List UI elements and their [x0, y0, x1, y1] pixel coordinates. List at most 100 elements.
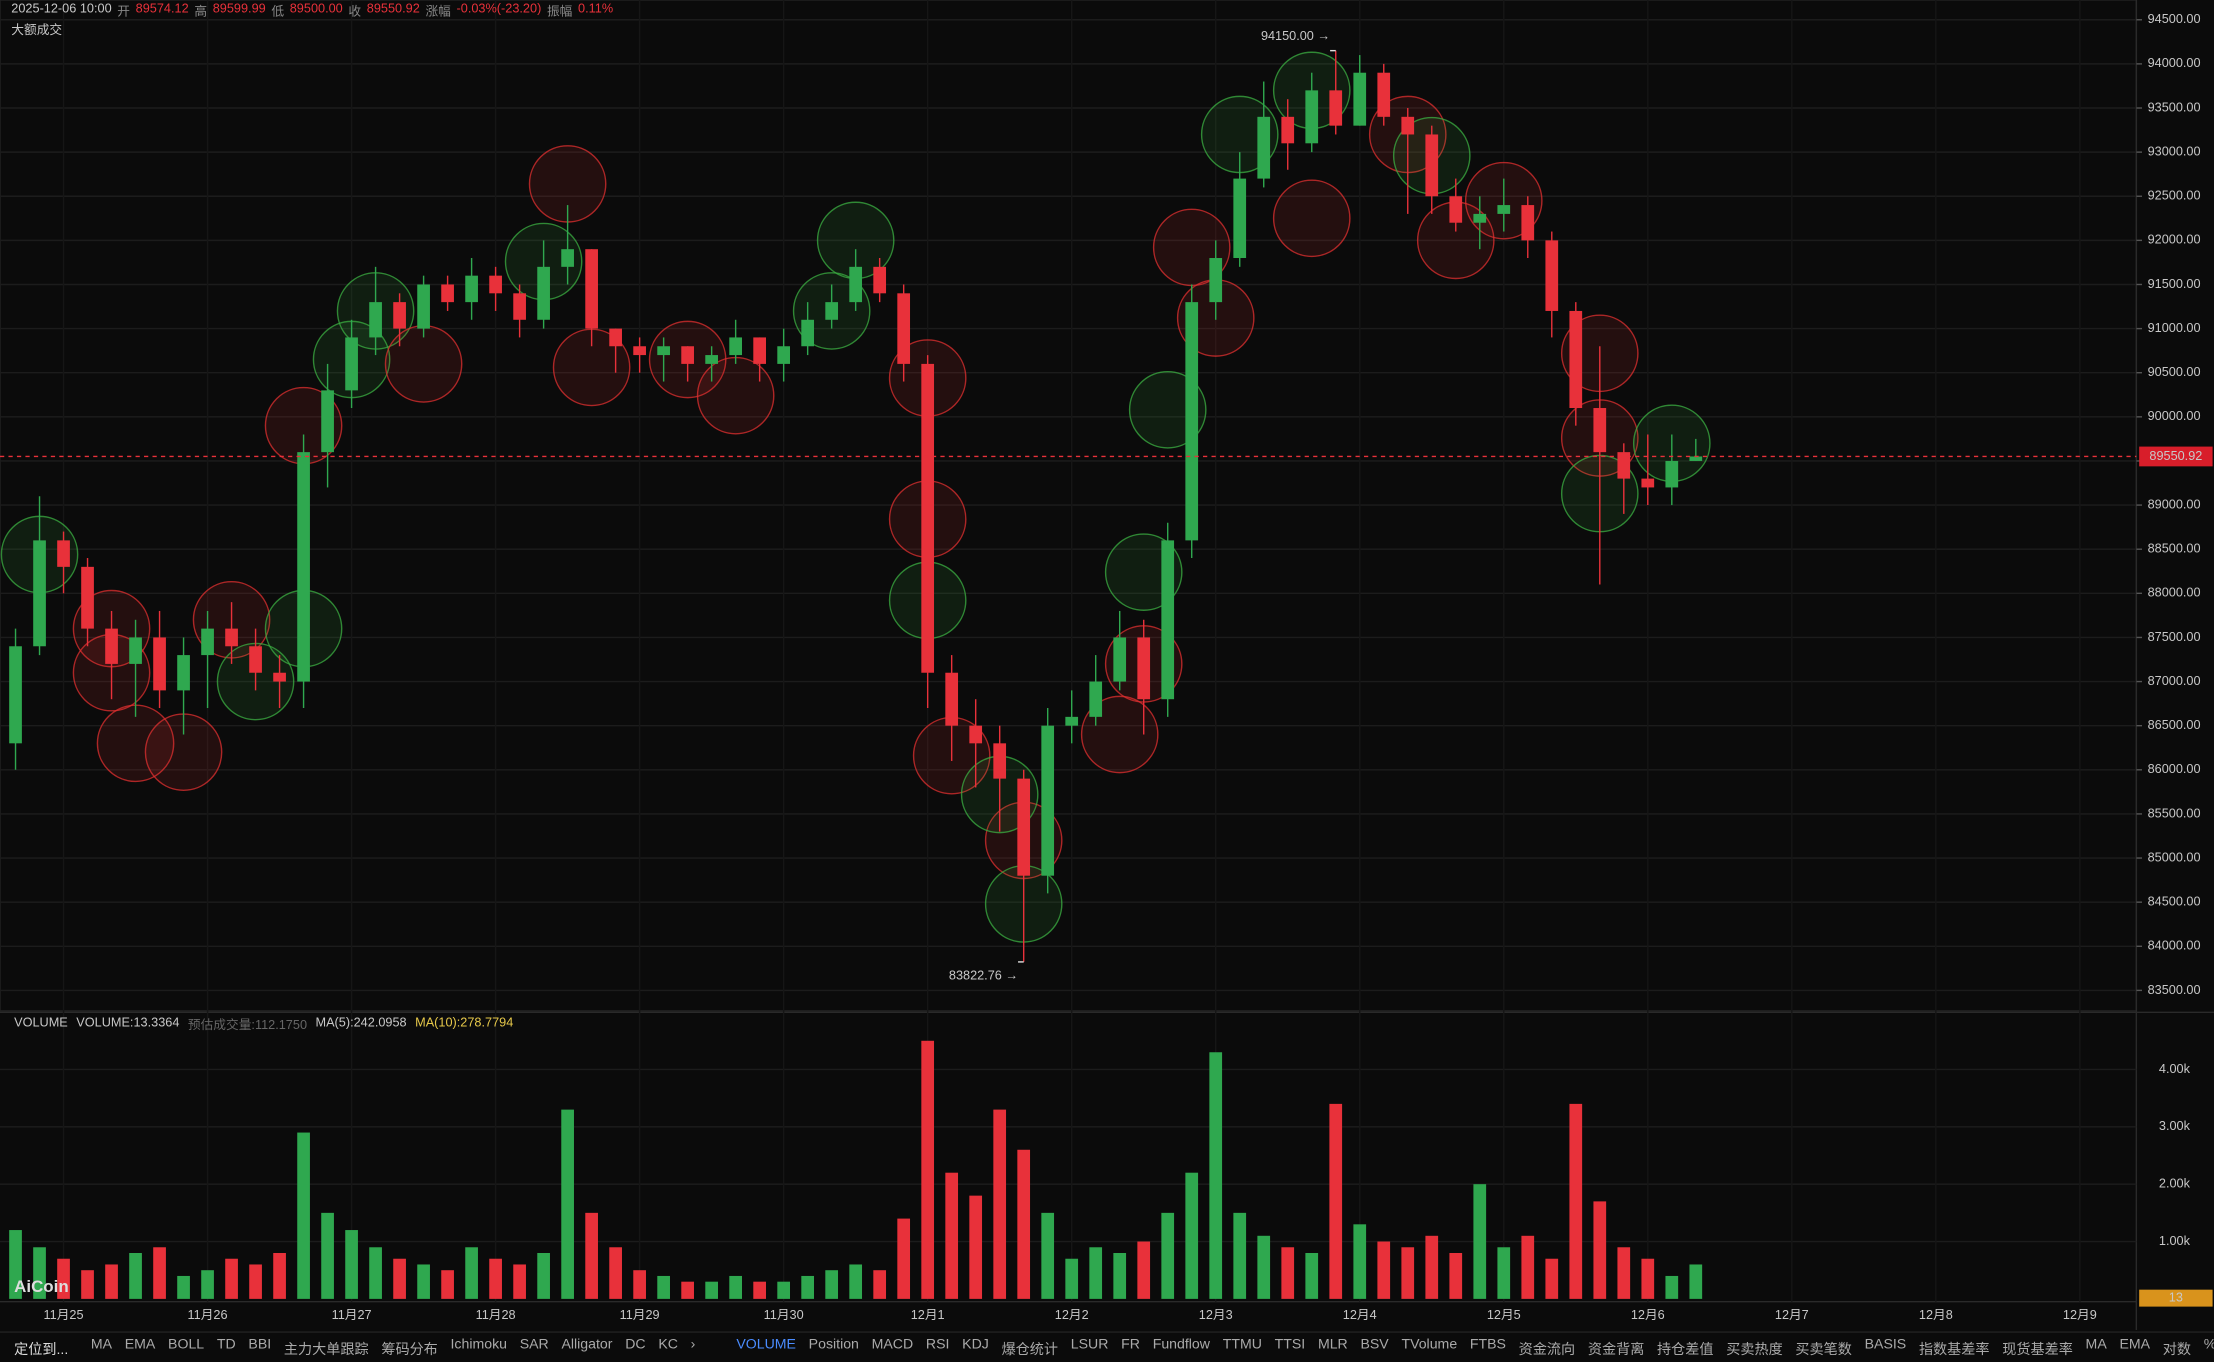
indicator-tab[interactable]: TD: [216, 1337, 236, 1353]
indicator-tab[interactable]: MA: [90, 1337, 113, 1353]
indicator-tab[interactable]: TTMU: [1222, 1337, 1262, 1353]
candle-body: [1017, 778, 1031, 876]
indicator-tab[interactable]: MA: [2085, 1337, 2107, 1353]
indicator-tab[interactable]: 主力大单跟踪: [283, 1342, 369, 1359]
indicator-tab[interactable]: MLR: [1317, 1337, 1348, 1353]
label: 低: [271, 4, 285, 19]
indicator-tab[interactable]: VOLUME: [736, 1337, 796, 1353]
indicator-tab[interactable]: 买卖热度: [1726, 1342, 1783, 1359]
scale-option[interactable]: %: [2204, 1337, 2214, 1358]
x-tick-label: 11月25: [44, 1308, 84, 1322]
indicator-tab[interactable]: BBI: [248, 1337, 272, 1353]
indicator-tab[interactable]: KDJ: [962, 1337, 989, 1353]
volume-bar: [1017, 1149, 1031, 1299]
y-tick-label: 92000.00: [2148, 233, 2201, 247]
volume-bar: [1497, 1247, 1511, 1299]
x-tick-label: 12月9: [2063, 1308, 2097, 1322]
volume-bar: [369, 1247, 382, 1299]
indicator-tab[interactable]: ›: [690, 1337, 696, 1353]
indicator-tab[interactable]: Fundflow: [1152, 1337, 1210, 1353]
logo: AiCoin: [14, 1276, 69, 1297]
large-trade-bubble: [696, 356, 775, 435]
candle-body: [1665, 460, 1679, 488]
volume-bar: [1545, 1258, 1559, 1299]
volume-bar: [1113, 1252, 1127, 1299]
indicator-tab[interactable]: 现货基差率: [2002, 1342, 2073, 1359]
extreme-label: 94150.00 →: [1261, 29, 1330, 43]
y-tick-label: 86500.00: [2148, 718, 2201, 732]
y-tick-label: 90000.00: [2148, 409, 2201, 423]
candle-body: [897, 293, 911, 364]
indicator-tab[interactable]: FTBS: [1469, 1337, 1506, 1353]
indicator-tab[interactable]: MACD: [871, 1337, 914, 1353]
volume-bar: [561, 1109, 574, 1299]
y-tick-label: 85500.00: [2148, 806, 2201, 820]
candle-body: [1497, 205, 1511, 214]
volume-bar: [9, 1230, 22, 1299]
volume-tick-label: 3.00k: [2159, 1119, 2191, 1133]
candle-body: [1089, 681, 1103, 717]
indicator-tab[interactable]: 爆仓统计: [1001, 1342, 1059, 1359]
volume-bar: [825, 1270, 839, 1299]
indicator-tab[interactable]: BSV: [1360, 1337, 1389, 1353]
volume-bar: [81, 1270, 94, 1299]
indicator-tab[interactable]: BASIS: [1864, 1337, 1907, 1353]
time: 2025-12-06 10:00: [11, 1, 112, 16]
volume-current: VOLUME:13.3364: [76, 1015, 180, 1030]
indicator-tab[interactable]: 持仓差值: [1657, 1342, 1714, 1359]
indicator-tab[interactable]: 资金背离: [1587, 1342, 1645, 1359]
volume-bar: [153, 1247, 166, 1299]
overlay-label[interactable]: 大额成交: [11, 22, 63, 37]
indicator-tab[interactable]: 资金流向: [1518, 1342, 1576, 1359]
indicator-tab[interactable]: DC: [625, 1337, 646, 1353]
volume-bar: [225, 1258, 238, 1299]
indicator-tab[interactable]: Ichimoku: [450, 1337, 508, 1353]
y-tick-label: 84000.00: [2148, 939, 2201, 953]
volume-bar: [1617, 1247, 1631, 1299]
indicator-tab[interactable]: Alligator: [561, 1337, 613, 1353]
x-tick-label: 11月28: [476, 1308, 516, 1322]
indicator-tab[interactable]: EMA: [2119, 1337, 2151, 1353]
x-tick-label: 12月6: [1631, 1308, 1665, 1322]
indicator-tab[interactable]: Position: [808, 1337, 859, 1353]
indicator-tab[interactable]: 指数基差率: [1918, 1342, 1990, 1359]
indicator-tab[interactable]: LSUR: [1070, 1337, 1109, 1353]
indicator-tab[interactable]: SAR: [519, 1337, 549, 1353]
candle-body: [1137, 637, 1151, 700]
candle-body: [33, 540, 46, 647]
volume-bar: [1257, 1235, 1271, 1299]
last-volume-box: [2139, 1289, 2213, 1307]
candle-body: [345, 337, 358, 391]
volume-estimate: 预估成交量:112.1750: [187, 1017, 308, 1033]
x-tick-label: 12月3: [1199, 1308, 1233, 1322]
indicator-tab[interactable]: 筹码分布: [381, 1342, 438, 1359]
volume-bar: [321, 1212, 334, 1299]
x-tick-label: 11月27: [332, 1308, 372, 1322]
indicator-tab[interactable]: TVolume: [1401, 1337, 1458, 1353]
volume-bar: [657, 1275, 670, 1299]
x-tick-label: 12月4: [1343, 1308, 1377, 1322]
indicator-tab[interactable]: BOLL: [168, 1337, 205, 1353]
indicator-tab[interactable]: EMA: [124, 1337, 156, 1353]
candle-body: [969, 725, 983, 744]
volume-bar: [201, 1270, 214, 1299]
candle-body: [633, 346, 646, 356]
volume-bar: [945, 1172, 959, 1299]
indicator-tab[interactable]: RSI: [925, 1337, 950, 1353]
candle-body: [201, 628, 214, 656]
candle-body: [249, 646, 262, 673]
volume-bar: [393, 1258, 406, 1299]
indicator-tab[interactable]: 买卖笔数: [1795, 1342, 1852, 1359]
locate-button[interactable]: 定位到...: [14, 1342, 69, 1359]
indicator-tab[interactable]: TTSI: [1274, 1337, 1306, 1353]
indicator-tab[interactable]: FR: [1121, 1337, 1140, 1353]
scale-option[interactable]: 对数: [2162, 1342, 2191, 1359]
y-tick-label: 88500.00: [2148, 542, 2201, 556]
value: -0.03%(-23.20): [456, 1, 542, 16]
candle-body: [825, 302, 839, 320]
volume-bar: [1377, 1241, 1391, 1299]
x-tick-label: 11月30: [764, 1308, 804, 1322]
volume-bar: [1593, 1201, 1607, 1299]
indicator-tab[interactable]: KC: [658, 1337, 678, 1353]
label: 收: [348, 4, 362, 19]
